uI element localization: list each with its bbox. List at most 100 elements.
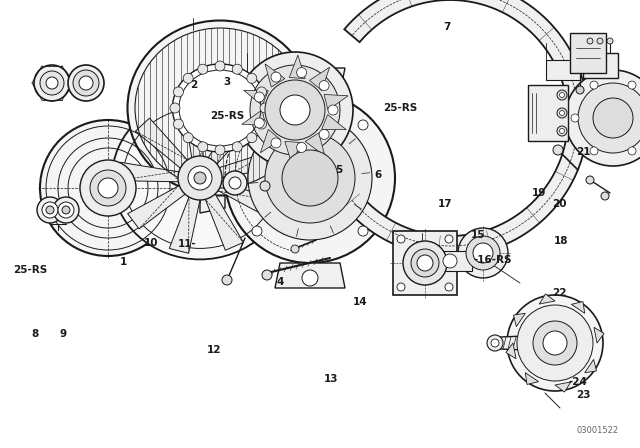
Circle shape bbox=[252, 120, 262, 130]
Circle shape bbox=[250, 65, 340, 155]
Circle shape bbox=[565, 70, 640, 166]
Text: 5: 5 bbox=[335, 165, 343, 175]
Circle shape bbox=[62, 206, 70, 214]
Circle shape bbox=[397, 235, 405, 243]
Polygon shape bbox=[513, 313, 525, 327]
Polygon shape bbox=[136, 118, 191, 171]
Circle shape bbox=[397, 283, 405, 291]
Ellipse shape bbox=[127, 21, 312, 195]
Circle shape bbox=[597, 38, 603, 44]
Circle shape bbox=[466, 236, 500, 270]
Polygon shape bbox=[500, 335, 550, 351]
Text: 8: 8 bbox=[31, 329, 38, 339]
Text: 19: 19 bbox=[532, 188, 546, 198]
Circle shape bbox=[73, 70, 99, 96]
Circle shape bbox=[358, 226, 368, 236]
Polygon shape bbox=[275, 263, 345, 288]
Circle shape bbox=[40, 71, 64, 95]
Text: 7: 7 bbox=[443, 22, 451, 32]
Circle shape bbox=[443, 254, 457, 268]
Polygon shape bbox=[214, 180, 278, 218]
Circle shape bbox=[46, 206, 54, 214]
Circle shape bbox=[254, 92, 264, 102]
Polygon shape bbox=[265, 64, 285, 87]
Circle shape bbox=[282, 150, 338, 206]
Circle shape bbox=[302, 270, 318, 286]
Polygon shape bbox=[244, 90, 268, 105]
Circle shape bbox=[225, 93, 395, 263]
Polygon shape bbox=[183, 102, 203, 164]
Circle shape bbox=[232, 142, 242, 152]
Circle shape bbox=[590, 147, 598, 155]
Polygon shape bbox=[242, 110, 266, 125]
Polygon shape bbox=[215, 150, 281, 178]
Circle shape bbox=[328, 105, 338, 115]
Circle shape bbox=[291, 245, 299, 253]
Text: 23: 23 bbox=[576, 390, 591, 400]
Circle shape bbox=[265, 80, 325, 140]
Text: -16-RS: -16-RS bbox=[474, 255, 512, 265]
Circle shape bbox=[229, 177, 241, 189]
Circle shape bbox=[188, 166, 212, 190]
Circle shape bbox=[68, 65, 104, 101]
Circle shape bbox=[262, 270, 272, 280]
Circle shape bbox=[198, 142, 208, 152]
Circle shape bbox=[280, 95, 310, 125]
Circle shape bbox=[79, 76, 93, 90]
Text: 1: 1 bbox=[120, 257, 127, 267]
Circle shape bbox=[628, 147, 636, 155]
Circle shape bbox=[458, 228, 508, 278]
Circle shape bbox=[571, 114, 579, 122]
Text: 15: 15 bbox=[470, 230, 485, 240]
Circle shape bbox=[248, 116, 372, 240]
Circle shape bbox=[237, 52, 353, 168]
Polygon shape bbox=[275, 68, 345, 93]
Polygon shape bbox=[583, 53, 618, 78]
Circle shape bbox=[254, 118, 264, 128]
Circle shape bbox=[557, 126, 567, 136]
Polygon shape bbox=[203, 190, 243, 250]
Polygon shape bbox=[344, 0, 588, 256]
Circle shape bbox=[215, 61, 225, 71]
Ellipse shape bbox=[112, 97, 288, 259]
Polygon shape bbox=[528, 85, 568, 141]
Circle shape bbox=[46, 77, 58, 89]
Polygon shape bbox=[322, 115, 346, 130]
Circle shape bbox=[559, 92, 564, 98]
Circle shape bbox=[183, 73, 193, 83]
Circle shape bbox=[553, 145, 563, 155]
Circle shape bbox=[403, 241, 447, 285]
Polygon shape bbox=[506, 343, 516, 359]
Circle shape bbox=[260, 103, 270, 113]
Polygon shape bbox=[310, 67, 330, 90]
Circle shape bbox=[34, 65, 70, 101]
Circle shape bbox=[42, 202, 58, 218]
Circle shape bbox=[411, 249, 439, 277]
Text: 17: 17 bbox=[438, 199, 452, 209]
Text: 25-RS: 25-RS bbox=[383, 103, 417, 113]
Text: 18: 18 bbox=[554, 236, 568, 246]
Polygon shape bbox=[525, 373, 539, 384]
Text: 21: 21 bbox=[576, 147, 591, 157]
Circle shape bbox=[202, 170, 218, 186]
Circle shape bbox=[586, 176, 594, 184]
Polygon shape bbox=[205, 111, 255, 168]
Text: 20: 20 bbox=[552, 199, 567, 209]
Circle shape bbox=[302, 70, 318, 86]
Circle shape bbox=[252, 226, 262, 236]
Circle shape bbox=[232, 64, 242, 74]
Circle shape bbox=[543, 331, 567, 355]
Text: 25-RS: 25-RS bbox=[210, 111, 244, 121]
Circle shape bbox=[319, 81, 329, 90]
Text: 4: 4 bbox=[276, 277, 284, 287]
Circle shape bbox=[80, 160, 136, 216]
Polygon shape bbox=[555, 382, 571, 392]
Circle shape bbox=[194, 172, 206, 184]
Circle shape bbox=[491, 339, 499, 347]
Circle shape bbox=[417, 255, 433, 271]
Circle shape bbox=[271, 72, 281, 82]
Circle shape bbox=[487, 335, 503, 351]
Circle shape bbox=[358, 120, 368, 130]
Polygon shape bbox=[546, 60, 580, 80]
Circle shape bbox=[559, 129, 564, 134]
